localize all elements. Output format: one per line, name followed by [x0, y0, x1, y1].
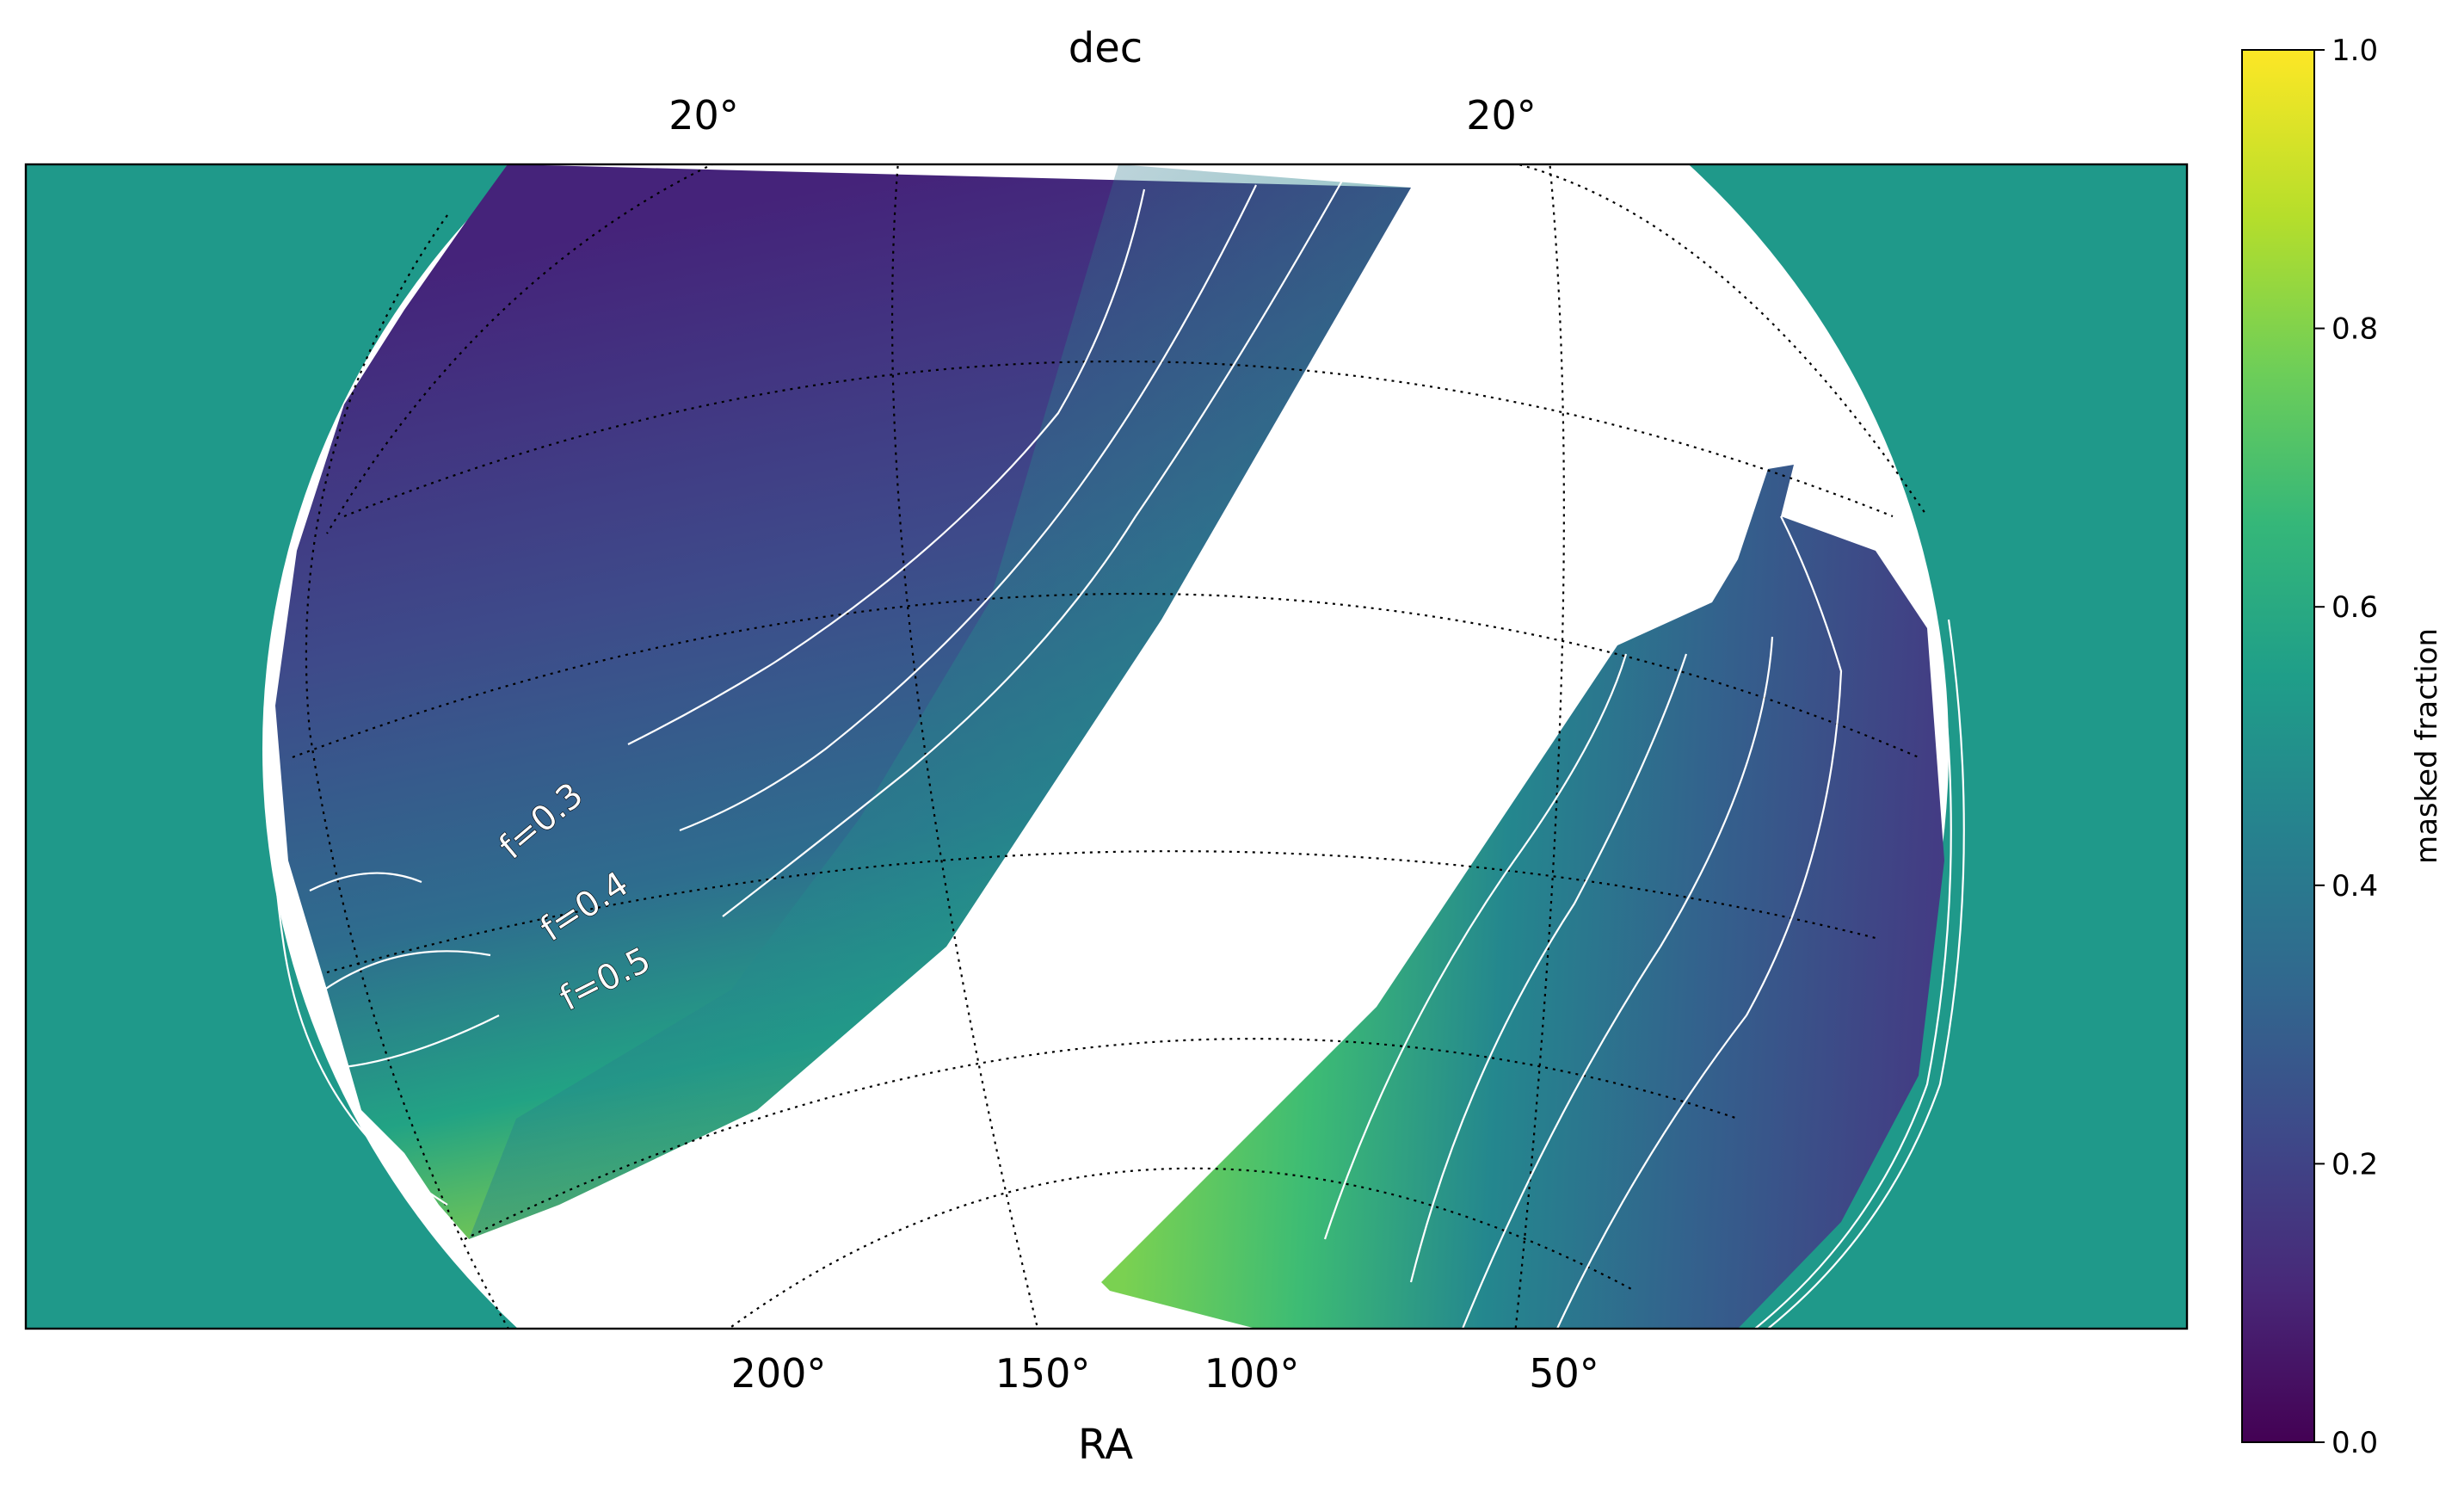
x-axis-title: RA [1078, 1421, 1133, 1469]
lower-survey-region [1101, 465, 1944, 1329]
x-tick-label: 50° [1529, 1350, 1599, 1397]
y-axis-title: dec [1069, 24, 1143, 72]
colorbar-tick-label: 1.0 [2332, 34, 2378, 68]
y-tick-label: 20° [668, 92, 739, 139]
x-tick-label: 150° [995, 1350, 1091, 1397]
contour-lines [269, 180, 1965, 1330]
colorbar-tick-label: 0.2 [2332, 1147, 2378, 1181]
colorbar-tick-label: 0.6 [2332, 590, 2378, 625]
colorbar-tick-label: 0.8 [2332, 312, 2378, 347]
colorbar-gradient [2241, 49, 2315, 1443]
plot-frame [24, 163, 2189, 1330]
colorbar-tick-label: 0.0 [2332, 1426, 2378, 1460]
x-tick-labels: 200° 150° 100° 50° [731, 1350, 1599, 1397]
colorbar-tick-label: 0.4 [2332, 869, 2378, 904]
x-tick-label: 100° [1204, 1350, 1300, 1397]
colorbar-ticks: 0.0 0.2 0.4 0.6 0.8 1.0 [2314, 34, 2378, 1460]
y-tick-labels: 20° 20° [668, 92, 1537, 139]
graticule [292, 164, 1928, 1329]
x-tick-label: 200° [731, 1350, 827, 1397]
y-tick-label: 20° [1466, 92, 1537, 139]
colorbar-title: masked fraction [2410, 628, 2444, 864]
colorbar: 0.0 0.2 0.4 0.6 0.8 1.0 masked fraction [2241, 34, 2444, 1460]
upper-edge-band [469, 164, 1411, 1239]
